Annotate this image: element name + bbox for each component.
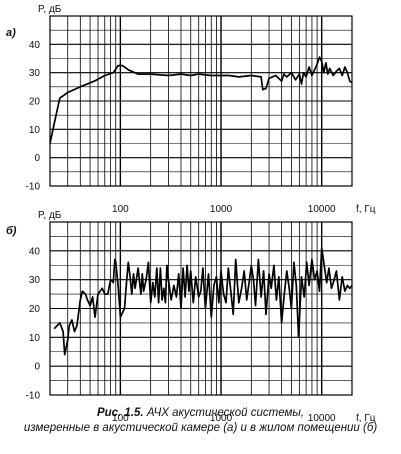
y-tick-label: 30 [29, 68, 41, 79]
x-tick-label: 1000 [210, 413, 233, 424]
figure-caption: Рис. 1.5. АЧХ акустической системы, изме… [0, 406, 401, 436]
y-tick-label: 40 [29, 246, 41, 257]
y-tick-label: 10 [29, 333, 41, 344]
x-axis-title: f, Гц [356, 204, 376, 215]
y-axis-title: P, дБ [38, 4, 62, 15]
caption-label: Рис. 1.5. [96, 407, 144, 419]
y-axis-title: P, дБ [38, 210, 62, 221]
caption-line-1: Рис. 1.5. АЧХ акустической системы, [0, 406, 401, 421]
plot-frame [49, 15, 353, 187]
x-tick-label: 10000 [308, 413, 336, 424]
y-tick-label: -10 [26, 182, 41, 193]
panel-label: а) [6, 27, 16, 39]
y-tick-label: 20 [29, 304, 41, 315]
caption-text-1: АЧХ акустической системы, [146, 407, 305, 419]
x-tick-label: 100 [112, 413, 129, 424]
y-tick-label: 40 [29, 40, 41, 51]
series-line-1 [49, 56, 353, 144]
y-tick-label: -10 [26, 391, 41, 402]
y-tick-label: 10 [29, 125, 41, 136]
panel-1: -10 0 10 20 30 40 100 1000 10000 P, дБ f, Гц а) [6, 4, 376, 215]
y-tick-label: 20 [29, 97, 41, 108]
y-tick-label: 0 [34, 362, 40, 373]
x-tick-label: 10000 [308, 204, 336, 215]
y-tick-label: 30 [29, 275, 41, 286]
x-tick-label: 100 [112, 204, 129, 215]
plot-frame [49, 221, 353, 396]
x-axis-title: f, Гц [356, 413, 376, 424]
x-tick-label: 1000 [210, 204, 233, 215]
caption-line-2: измеренные в акустической камере (а) и в… [23, 422, 378, 434]
series-line-1 [53, 247, 353, 356]
y-tick-label: 0 [34, 153, 40, 164]
panel-2: -10 0 10 20 30 40 100 1000 10000 P, дБ f, Гц б) [6, 210, 376, 424]
panel-label: б) [6, 225, 17, 237]
